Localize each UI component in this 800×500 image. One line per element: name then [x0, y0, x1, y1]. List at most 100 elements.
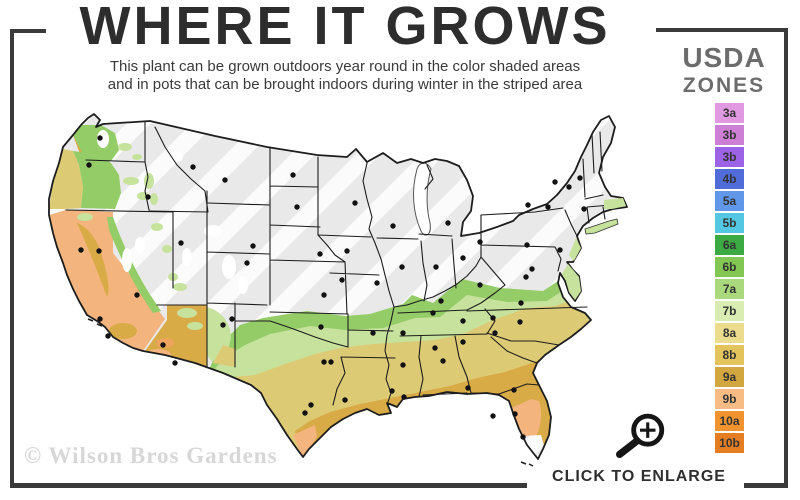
frame-top-left-arm [10, 29, 46, 33]
legend-zone-4b-3: 4b [715, 169, 744, 189]
city-dot [97, 135, 103, 141]
city-dot [250, 243, 256, 249]
legend-zone-3b-2: 3b [715, 147, 744, 167]
frame-bottom-edge [10, 483, 527, 488]
us-outline [48, 113, 628, 460]
city-dot [492, 330, 498, 336]
city-dot [328, 359, 334, 365]
zone-gold-central-valley [77, 223, 109, 297]
enlarge-label[interactable]: CLICK TO ENLARGE [552, 468, 726, 485]
lake-michigan [413, 162, 432, 236]
city-dot [97, 316, 103, 322]
city-dot [96, 248, 102, 254]
zone-green-id-2 [150, 193, 158, 205]
frame-right-edge [784, 28, 788, 488]
city-dot [344, 248, 350, 254]
zone-green-wa-east-1 [118, 143, 132, 151]
city-dot [465, 385, 471, 391]
legend-zone-8a-10: 8a [715, 323, 744, 343]
us-map-svg[interactable] [15, 105, 670, 475]
watermark: © Wilson Bros Gardens [24, 443, 278, 468]
channel-islands [87, 318, 534, 467]
zone-white-co-1 [222, 255, 236, 279]
legend-zone-10a-14: 10a [715, 411, 744, 431]
city-dot [512, 411, 518, 417]
legend-title-usda: USDA [682, 42, 766, 73]
city-dot [477, 282, 483, 288]
city-dot [389, 388, 395, 394]
city-dot [511, 387, 517, 393]
legend-zone-10b-15: 10b [715, 433, 744, 453]
city-dot [160, 342, 166, 348]
city-dot [524, 242, 530, 248]
zone-white-nv [135, 237, 145, 253]
city-dot [400, 362, 406, 368]
legend-zone-5a-4: 5a [715, 191, 744, 211]
zone-green-delmarva [562, 264, 581, 300]
city-dot [222, 177, 228, 183]
zone-green-az-1 [177, 308, 197, 318]
state-borders [65, 120, 612, 406]
city-dot [229, 316, 235, 322]
enlarge-control[interactable]: CLICK TO ENLARGE [544, 404, 734, 486]
city-dot [557, 247, 563, 253]
city-dot [220, 322, 226, 328]
zone-gold-or-coast [49, 149, 83, 209]
city-dot [445, 220, 451, 226]
city-dot [244, 260, 250, 266]
usda-zone-legend: 3a 3b 3b 4b 5a 5b 6a 6b 7a 7b 8a 8b 9a 9b 10a 10b [715, 103, 745, 455]
city-dot [490, 413, 496, 419]
legend-zone-7b-9: 7b [715, 301, 744, 321]
zone-white-cascades [97, 130, 109, 148]
zone-gold-socal [109, 323, 137, 339]
city-dot [317, 251, 323, 257]
zone-green-or [73, 151, 121, 209]
zone-green-or-east-1 [123, 177, 139, 185]
zone-peach-south-texas [293, 425, 317, 458]
zone-green-wa-east-2 [132, 154, 142, 160]
legend-zone-9b-13: 9b [715, 389, 744, 409]
city-dot [529, 266, 535, 272]
city-dot [566, 184, 572, 190]
city-dot [321, 359, 327, 365]
city-dot [518, 300, 524, 306]
zone-green-cape-cod [604, 198, 626, 209]
city-dot [517, 319, 523, 325]
usda-zone-map[interactable] [15, 105, 670, 475]
zone-green-norcal-1 [77, 213, 93, 221]
city-dot [86, 162, 92, 168]
city-dot [172, 360, 178, 366]
zone-green-az-2 [187, 322, 203, 330]
legend-zone-6a-6: 6a [715, 235, 744, 255]
subtitle-line-1: This plant can be grown outdoors year ro… [109, 58, 581, 75]
city-dot [318, 324, 324, 330]
city-dot [321, 292, 327, 298]
city-dot [577, 175, 583, 181]
city-dot [370, 330, 376, 336]
legend-zone-5b-5: 5b [715, 213, 744, 233]
city-dot [105, 333, 111, 339]
frame-bottom-right-arm [744, 483, 788, 488]
legend-zone-3a-0: 3a [715, 103, 744, 123]
city-dot [294, 204, 300, 210]
zone-green-long-island [584, 218, 619, 235]
city-dot [460, 339, 466, 345]
frame-top-right-arm [656, 28, 788, 32]
legend-zone-6b-7: 6b [715, 257, 744, 277]
city-dot [400, 330, 406, 336]
zone-green-nj-coast [569, 238, 581, 261]
zone-green-ut-sw [173, 283, 187, 291]
legend-title: USDA ZONES [660, 42, 788, 97]
city-dot [523, 274, 529, 280]
city-dot [525, 202, 531, 208]
subtitle: This plant can be grown outdoors year ro… [28, 58, 662, 94]
city-dot [432, 345, 438, 351]
city-dot [401, 394, 407, 400]
zone-green-sierra [107, 217, 161, 313]
city-dot [581, 206, 587, 212]
magnifier-plus-icon[interactable] [607, 404, 671, 466]
city-dot [308, 402, 314, 408]
legend-zone-7a-8: 7a [715, 279, 744, 299]
city-dot [399, 264, 405, 270]
